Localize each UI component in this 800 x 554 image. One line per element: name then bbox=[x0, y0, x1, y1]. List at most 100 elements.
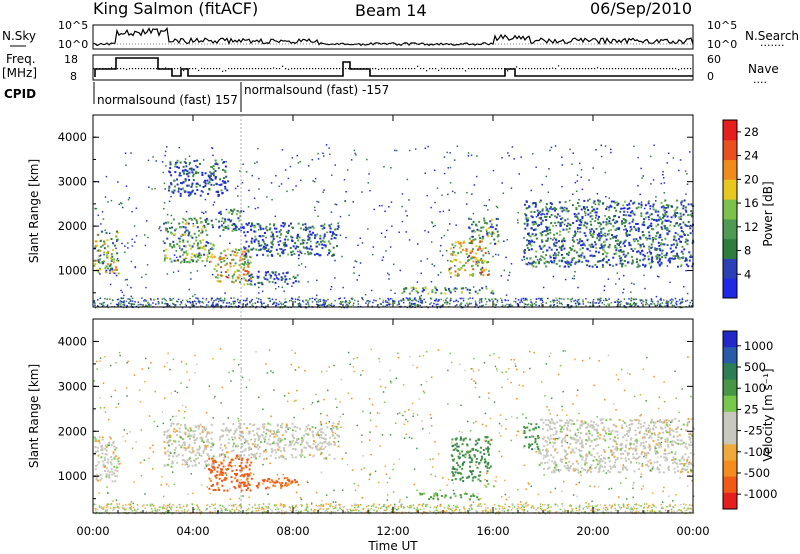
scatter-cell bbox=[110, 455, 112, 458]
scatter-cell bbox=[234, 300, 236, 303]
scatter-cell bbox=[633, 225, 636, 228]
scatter-cell bbox=[456, 145, 459, 147]
scatter-cell bbox=[656, 300, 659, 302]
scatter-cell bbox=[654, 210, 657, 213]
scatter-cell bbox=[220, 471, 223, 474]
scatter-cell bbox=[615, 263, 618, 266]
scatter-cell bbox=[202, 302, 204, 304]
nave-point bbox=[444, 68, 446, 70]
nave-point bbox=[300, 68, 302, 70]
scatter-cell bbox=[254, 230, 257, 233]
scatter-cell bbox=[349, 300, 351, 303]
nave-point bbox=[525, 68, 527, 70]
scatter-cell bbox=[319, 234, 322, 237]
scatter-cell bbox=[195, 185, 198, 188]
scatter-cell bbox=[600, 246, 603, 249]
scatter-cell bbox=[212, 204, 215, 206]
scatter-cell bbox=[496, 218, 499, 221]
scatter-cell bbox=[241, 430, 244, 433]
scatter-cell bbox=[177, 259, 179, 262]
scatter-cell bbox=[594, 220, 597, 222]
scatter-cell bbox=[614, 239, 617, 242]
scatter-cell bbox=[201, 225, 204, 228]
scatter-cell bbox=[654, 247, 657, 250]
scatter-cell bbox=[433, 265, 436, 267]
scatter-cell bbox=[662, 205, 665, 208]
scatter-cell bbox=[325, 300, 327, 302]
scatter-cell bbox=[531, 448, 534, 451]
scatter-cell bbox=[546, 228, 548, 231]
scatter-cell bbox=[460, 437, 462, 440]
scatter-cell bbox=[312, 455, 315, 458]
scatter-cell bbox=[139, 303, 141, 306]
scatter-cell bbox=[468, 255, 471, 257]
scatter-cell bbox=[420, 272, 422, 275]
scatter-cell bbox=[212, 305, 214, 307]
scatter-cell bbox=[549, 304, 551, 307]
scatter-cell bbox=[275, 451, 278, 454]
scatter-cell bbox=[589, 302, 592, 304]
scatter-cell bbox=[633, 283, 635, 285]
scatter-cell bbox=[287, 232, 289, 234]
scatter-cell bbox=[284, 241, 286, 244]
scatter-cell bbox=[389, 246, 392, 248]
scatter-cell bbox=[95, 465, 97, 467]
scatter-cell bbox=[543, 230, 546, 232]
scatter-cell bbox=[460, 306, 463, 309]
scatter-cell bbox=[537, 214, 539, 217]
scatter-cell bbox=[205, 463, 208, 466]
scatter-cell bbox=[617, 301, 619, 303]
scatter-cell bbox=[227, 464, 230, 467]
scatter-cell bbox=[257, 482, 260, 485]
scatter-cell bbox=[219, 178, 222, 181]
scatter-cell bbox=[198, 462, 201, 465]
scatter-cell bbox=[285, 244, 288, 247]
scatter-cell bbox=[408, 299, 410, 301]
scatter-cell bbox=[95, 240, 98, 243]
scatter-cell bbox=[205, 244, 208, 247]
scatter-cell bbox=[235, 474, 238, 477]
scatter-cell bbox=[634, 228, 637, 230]
scatter-cell bbox=[440, 292, 443, 295]
nave-point bbox=[438, 69, 440, 71]
scatter-cell bbox=[546, 226, 548, 229]
nave-point bbox=[561, 68, 563, 70]
scatter-cell bbox=[174, 163, 177, 166]
scatter-cell bbox=[205, 447, 207, 450]
scatter-cell bbox=[571, 258, 574, 261]
scatter-cell bbox=[212, 461, 215, 464]
scatter-cell bbox=[181, 221, 184, 224]
scatter-cell bbox=[486, 301, 488, 303]
scatter-cell bbox=[622, 207, 624, 210]
scatter-cell bbox=[657, 218, 660, 221]
nave-point bbox=[483, 68, 485, 70]
scatter-cell bbox=[553, 243, 555, 246]
scatter-cell bbox=[649, 253, 652, 256]
scatter-cell bbox=[456, 274, 459, 277]
scatter-cell bbox=[147, 302, 149, 305]
scatter-cell bbox=[182, 171, 185, 174]
scatter-cell bbox=[401, 292, 404, 295]
scatter-cell bbox=[563, 223, 566, 226]
scatter-cell bbox=[222, 471, 224, 474]
scatter-cell bbox=[184, 427, 187, 430]
scatter-cell bbox=[283, 448, 285, 451]
scatter-cell bbox=[94, 468, 97, 471]
scatter-cell bbox=[228, 274, 230, 276]
scatter-cell bbox=[435, 289, 438, 291]
scatter-cell bbox=[313, 253, 316, 256]
scatter-cell bbox=[214, 177, 217, 180]
scatter-cell bbox=[257, 242, 260, 245]
scatter-cell bbox=[253, 454, 256, 457]
nave-point bbox=[504, 68, 506, 70]
scatter-cell bbox=[668, 230, 670, 233]
scatter-cell bbox=[240, 223, 243, 226]
scatter-cell bbox=[623, 240, 626, 243]
scatter-cell bbox=[279, 437, 282, 440]
scatter-cell bbox=[246, 263, 249, 266]
scatter-cell bbox=[584, 221, 587, 224]
scatter-cell bbox=[485, 485, 488, 488]
scatter-cell bbox=[323, 441, 326, 444]
scatter-cell bbox=[257, 275, 260, 278]
scatter-cell bbox=[648, 234, 651, 237]
